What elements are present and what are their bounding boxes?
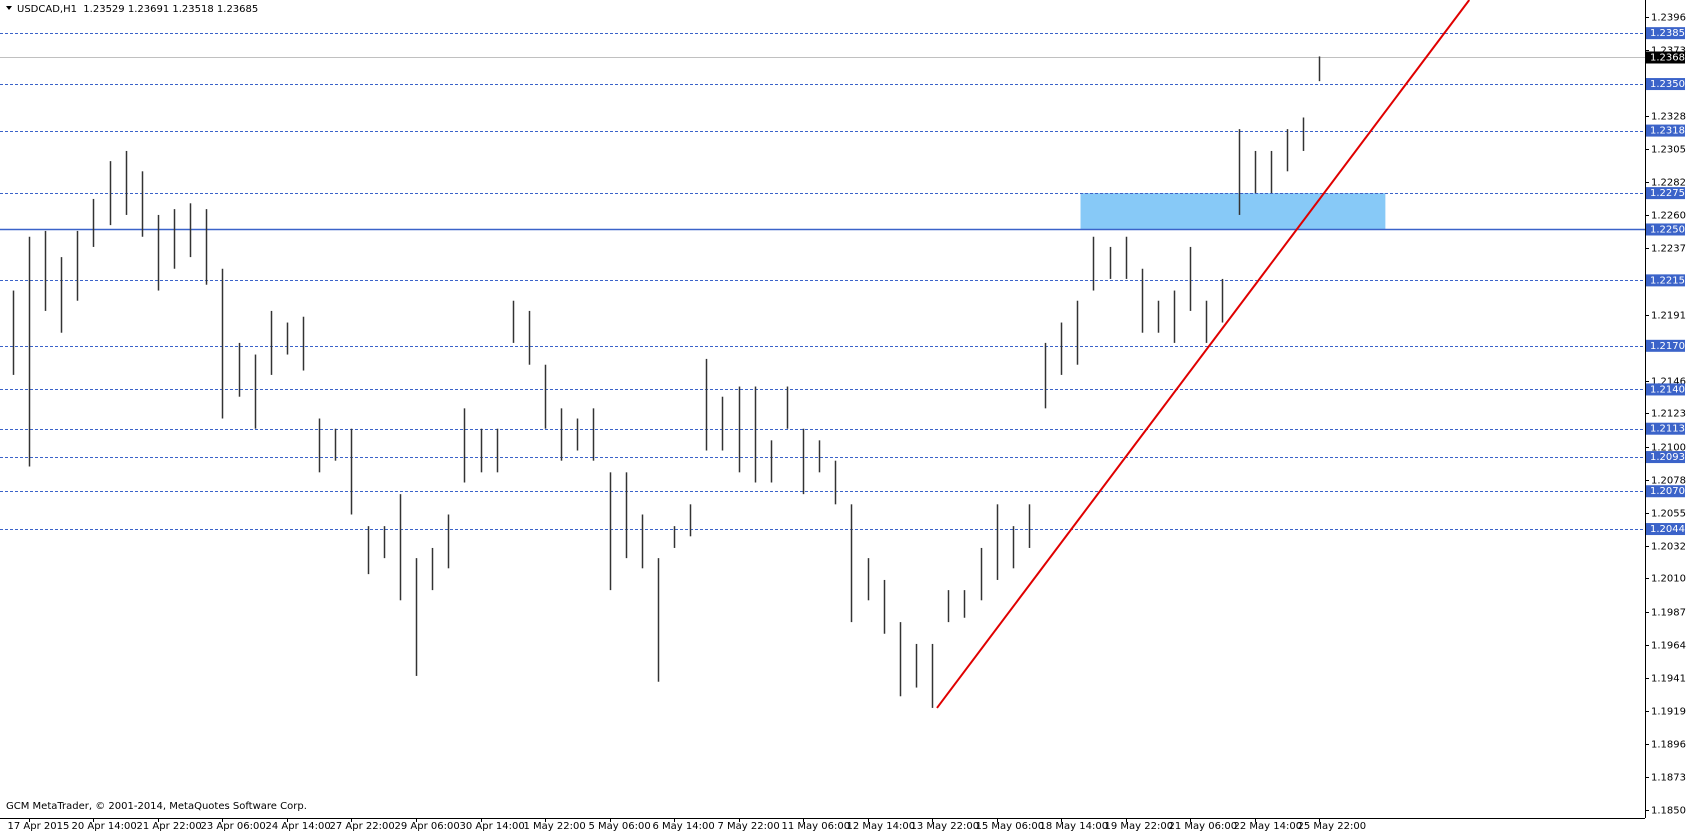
level-label-box: [1646, 523, 1685, 536]
y-tick-label: 1.20780: [1651, 476, 1686, 487]
level-label: 1.23500: [1650, 79, 1686, 90]
x-tick-label: 19 May 22:00: [1105, 821, 1174, 832]
level-label: 1.23180: [1650, 126, 1686, 137]
level-label: 1.21700: [1650, 341, 1686, 352]
y-tick-label: 1.19645: [1651, 641, 1686, 652]
x-tick-label: 7 May 22:00: [718, 821, 780, 832]
x-tick-label: 21 May 06:00: [1169, 821, 1238, 832]
trendline: [936, 0, 1471, 709]
y-tick-label: 1.23960: [1651, 13, 1686, 24]
level-label: 1.22500: [1650, 224, 1686, 235]
y-tick-label: 1.21235: [1651, 409, 1686, 420]
current-price-label: 1.23685: [1650, 53, 1686, 64]
level-label: 1.21130: [1650, 424, 1686, 435]
level-label: 1.22750: [1650, 188, 1686, 199]
x-tick-label: 25 May 22:00: [1298, 821, 1367, 832]
x-tick-label: 27 Apr 22:00: [330, 821, 395, 832]
y-tick-label: 1.20550: [1651, 509, 1686, 520]
level-label-box: [1646, 223, 1685, 236]
menu-triangle[interactable]: [6, 6, 12, 10]
y-tick-label: 1.23735: [1651, 46, 1686, 57]
y-tick-label: 1.18505: [1651, 806, 1686, 817]
level-label-box: [1646, 422, 1685, 435]
x-tick-label: 12 May 14:00: [847, 821, 916, 832]
level-label-box: [1646, 27, 1685, 40]
x-tick-label: 24 Apr 14:00: [266, 821, 331, 832]
y-tick-label: 1.21460: [1651, 377, 1686, 388]
level-label-box: [1646, 187, 1685, 200]
x-tick-label: 6 May 14:00: [653, 821, 715, 832]
x-tick-label: 11 May 06:00: [782, 821, 851, 832]
y-tick-label: 1.20325: [1651, 542, 1686, 553]
x-tick-label: 13 May 22:00: [911, 821, 980, 832]
x-tick-label: 5 May 06:00: [589, 821, 651, 832]
x-tick-label: 22 May 14:00: [1234, 821, 1303, 832]
y-tick-label: 1.18960: [1651, 740, 1686, 751]
zone: [1080, 193, 1386, 230]
level-label-box: [1646, 124, 1685, 137]
level-label: 1.20440: [1650, 524, 1686, 535]
y-tick-label: 1.22600: [1651, 211, 1686, 222]
level-label-box: [1646, 274, 1685, 287]
y-tick-label: 1.23055: [1651, 145, 1686, 156]
y-tick-label: 1.22825: [1651, 178, 1686, 189]
x-tick-label: 15 May 06:00: [976, 821, 1045, 832]
level-label: 1.20935: [1650, 452, 1686, 463]
level-label-box: [1646, 78, 1685, 91]
chart-title: USDCAD,H1 1.23529 1.23691 1.23518 1.2368…: [17, 4, 258, 15]
y-tick-label: 1.23280: [1651, 112, 1686, 123]
y-tick-label: 1.21005: [1651, 443, 1686, 454]
x-tick-label: 29 Apr 06:00: [395, 821, 460, 832]
y-tick-label: 1.18735: [1651, 773, 1686, 784]
level-label: 1.21400: [1650, 384, 1686, 395]
level-label: 1.23850: [1650, 28, 1686, 39]
level-label-box: [1646, 339, 1685, 352]
level-label-box: [1646, 451, 1685, 464]
y-tick-label: 1.20100: [1651, 574, 1686, 585]
level-label-box: [1646, 383, 1685, 396]
footer: GCM MetaTrader, © 2001-2014, MetaQuotes …: [6, 801, 307, 812]
x-tick-label: 17 Apr 2015: [8, 821, 70, 832]
y-tick-label: 1.21915: [1651, 311, 1686, 322]
y-tick-label: 1.19190: [1651, 707, 1686, 718]
level-label: 1.22150: [1650, 275, 1686, 286]
current-price-box: [1646, 51, 1685, 64]
x-tick-label: 1 May 22:00: [524, 821, 586, 832]
x-tick-label: 20 Apr 14:00: [72, 821, 137, 832]
y-tick-label: 1.19415: [1651, 674, 1686, 685]
x-tick-label: 30 Apr 14:00: [460, 821, 525, 832]
x-tick-label: 18 May 14:00: [1040, 821, 1109, 832]
y-tick-label: 1.22370: [1651, 244, 1686, 255]
level-label: 1.20700: [1650, 486, 1686, 497]
x-tick-label: 23 Apr 06:00: [201, 821, 266, 832]
x-tick-label: 21 Apr 22:00: [137, 821, 202, 832]
y-tick-label: 1.19870: [1651, 608, 1686, 619]
level-label-box: [1646, 485, 1685, 498]
